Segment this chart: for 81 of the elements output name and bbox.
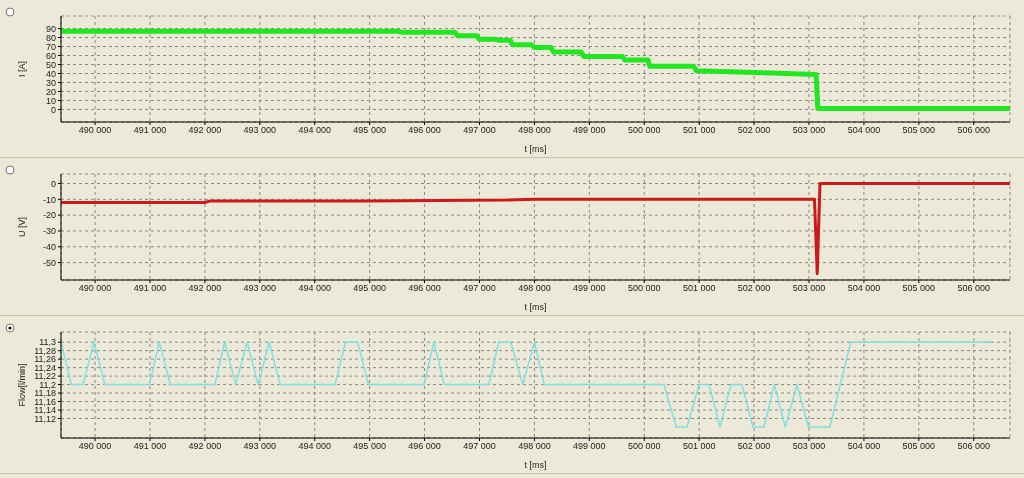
x-axis-title: t [ms] (524, 144, 547, 154)
x-tick-label: 493 000 (243, 283, 277, 294)
x-tick-label: 496 000 (408, 125, 441, 136)
y-tick-label: -40 (42, 241, 56, 252)
x-tick-label: 490 000 (78, 125, 112, 136)
x-tick-label: 505 000 (902, 283, 936, 294)
x-tick-label: 500 000 (627, 441, 661, 452)
y-tick-label: 90 (45, 23, 56, 34)
y-tick-label: 11,28 (34, 345, 56, 356)
x-tick-label: 505 000 (902, 441, 936, 452)
y-tick-label: 30 (45, 77, 56, 88)
x-tick-label: 497 000 (463, 125, 496, 136)
x-tick-label: 501 000 (682, 125, 716, 136)
x-tick-label: 492 000 (188, 283, 222, 294)
x-tick-label: 504 000 (847, 283, 881, 294)
x-tick-label: 501 000 (682, 441, 716, 452)
x-tick-label: 496 000 (408, 283, 441, 294)
x-tick-label: 503 000 (792, 125, 826, 136)
x-tick-label: 506 000 (957, 125, 991, 136)
x-tick-label: 505 000 (902, 125, 936, 136)
x-tick-label: 491 000 (133, 283, 167, 294)
y-tick-label: 11,14 (34, 405, 56, 416)
x-tick-label: 491 000 (133, 125, 167, 136)
y-tick-label: -10 (42, 194, 56, 205)
x-tick-label: 502 000 (737, 283, 771, 294)
x-tick-label: 495 000 (353, 283, 386, 294)
x-tick-label: 503 000 (792, 283, 826, 294)
line-series (61, 181, 1010, 276)
y-axis-title: U [V] (17, 216, 28, 238)
y-tick-label: 80 (45, 32, 56, 43)
x-tick-label: 503 000 (792, 441, 826, 452)
y-tick-label: 40 (45, 68, 56, 79)
x-tick-label: 504 000 (847, 125, 881, 136)
y-tick-label: 0 (50, 104, 56, 115)
x-axis-title: t [ms] (524, 460, 547, 470)
x-tick-label: 502 000 (737, 125, 771, 136)
x-tick-label: 506 000 (957, 283, 991, 294)
x-tick-label: 497 000 (463, 441, 496, 452)
y-tick-label: 11,3 (39, 337, 56, 348)
y-tick-label: 11,24 (34, 362, 56, 373)
y-tick-label: 10 (45, 95, 56, 106)
x-tick-label: 495 000 (353, 441, 386, 452)
y-tick-label: 70 (45, 41, 56, 52)
x-tick-label: 498 000 (518, 283, 551, 294)
y-tick-label: 11,12 (34, 413, 56, 424)
x-tick-label: 500 000 (627, 283, 661, 294)
x-tick-label: 499 000 (573, 125, 606, 136)
x-tick-label: 498 000 (518, 125, 551, 136)
y-tick-label: 60 (45, 50, 56, 61)
y-tick-label: 11,2 (39, 379, 56, 390)
x-tick-label: 494 000 (298, 283, 331, 294)
x-tick-label: 491 000 (133, 441, 167, 452)
x-tick-label: 493 000 (243, 125, 277, 136)
x-tick-label: 495 000 (353, 125, 386, 136)
x-tick-label: 492 000 (188, 441, 222, 452)
x-tick-label: 498 000 (518, 441, 551, 452)
x-tick-label: 499 000 (573, 283, 606, 294)
x-tick-label: 497 000 (463, 283, 496, 294)
x-tick-label: 493 000 (243, 441, 277, 452)
x-tick-label: 492 000 (188, 125, 222, 136)
x-tick-label: 501 000 (682, 283, 716, 294)
y-tick-label: -50 (42, 257, 56, 268)
x-tick-label: 494 000 (298, 441, 331, 452)
y-tick-label: 20 (45, 86, 56, 97)
y-axis-title: Flow[l/min] (17, 363, 28, 407)
x-tick-label: 490 000 (78, 441, 112, 452)
x-tick-label: 500 000 (627, 125, 661, 136)
x-axis-title: t [ms] (524, 302, 547, 312)
x-tick-label: 506 000 (957, 441, 991, 452)
x-tick-label: 490 000 (78, 283, 112, 294)
y-tick-label: 50 (45, 59, 56, 70)
y-tick-label: 11,16 (34, 396, 56, 407)
x-tick-label: 496 000 (408, 441, 441, 452)
y-axis-title: I [A] (17, 60, 28, 78)
y-tick-label: -20 (42, 210, 56, 221)
x-tick-label: 504 000 (847, 441, 881, 452)
y-tick-label: 0 (50, 178, 56, 189)
x-tick-label: 502 000 (737, 441, 771, 452)
x-tick-label: 499 000 (573, 441, 606, 452)
y-tick-label: -30 (42, 226, 56, 237)
x-tick-label: 494 000 (298, 125, 331, 136)
